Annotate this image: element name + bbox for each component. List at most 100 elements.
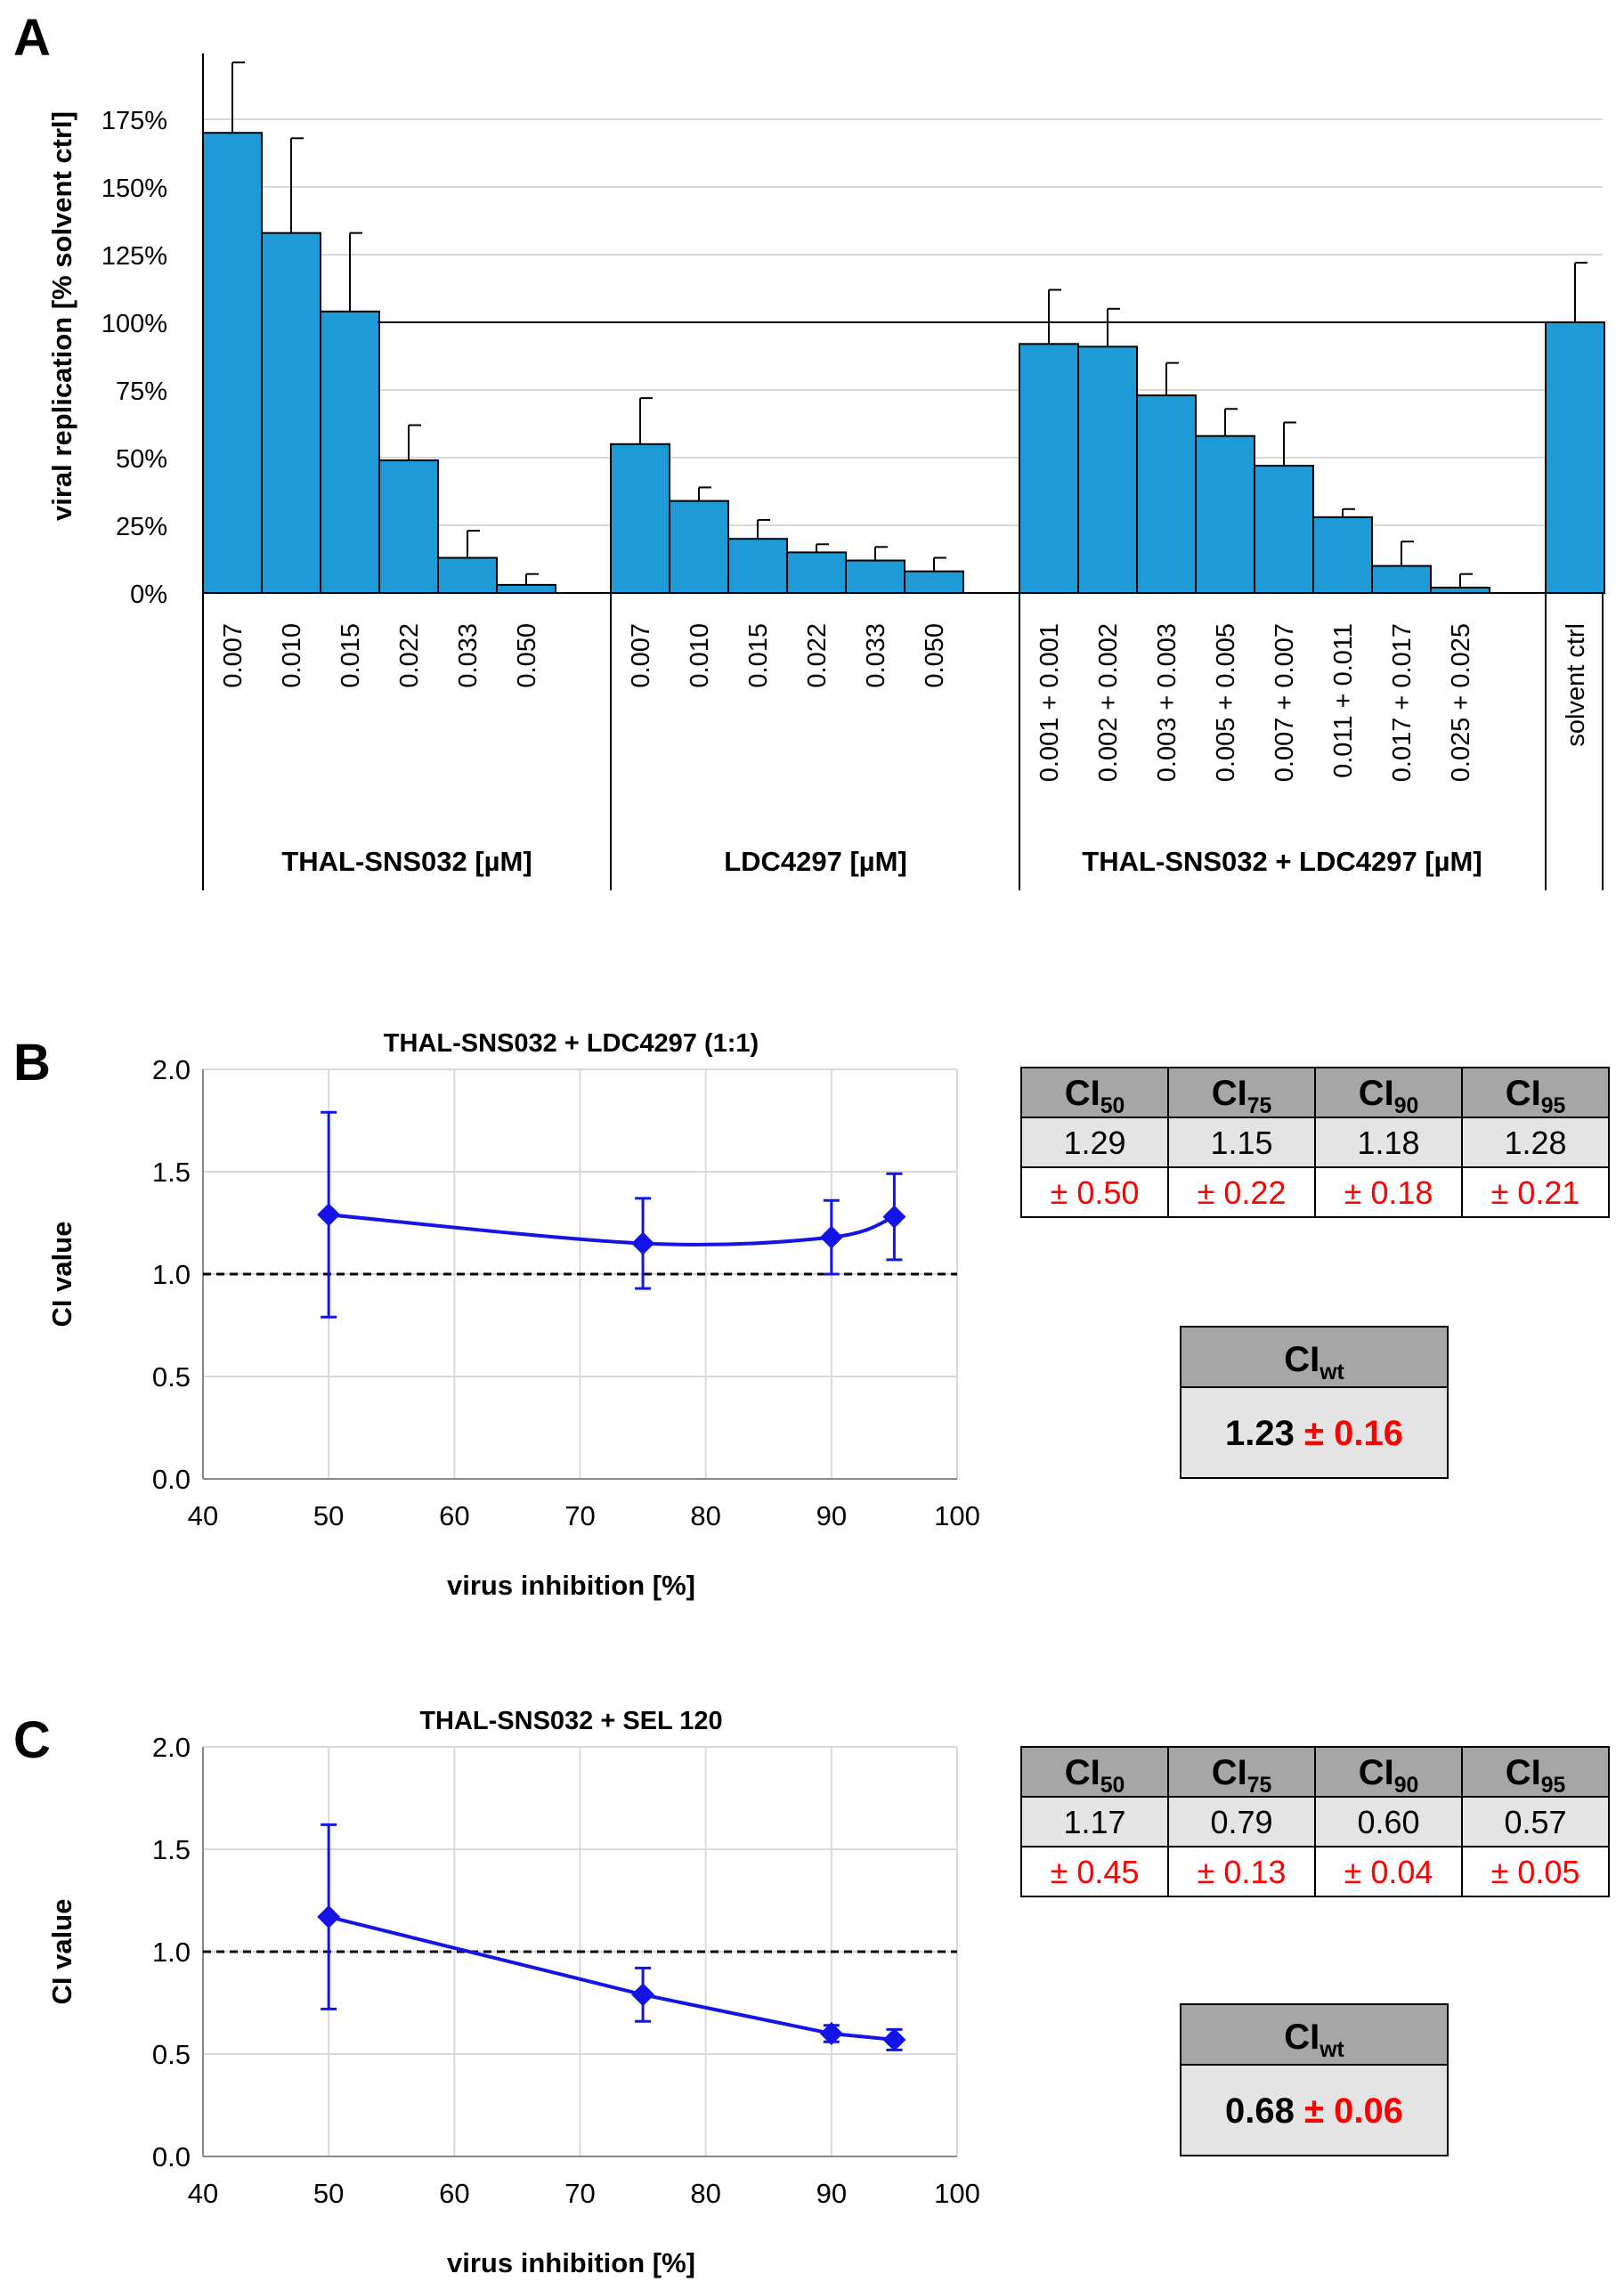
x-axis-label: virus inhibition [%] — [447, 1570, 695, 1601]
x-tick-label: 0.002 + 0.002 — [1094, 623, 1123, 782]
ci-error-text: ± 0.45 — [1051, 1854, 1140, 1890]
ci-error-cell — [1167, 1846, 1316, 1897]
series-line — [328, 1213, 896, 1247]
group-label: THAL-SNS032 [µM] — [281, 846, 532, 877]
ci-wt-header-cell — [1180, 2003, 1449, 2066]
ci-value-text: 1.28 — [1504, 1125, 1566, 1161]
x-tick-label: 80 — [690, 2178, 720, 2209]
ci-header-cell — [1167, 1067, 1316, 1118]
ci-header-text: CI90 — [1359, 1753, 1419, 1798]
bar — [1019, 343, 1079, 594]
data-point-marker — [317, 1203, 341, 1227]
x-tick-label: 0.022 — [395, 623, 424, 688]
y-tick-label: 0.5 — [152, 2039, 191, 2070]
bar — [1254, 465, 1314, 594]
ci-header-cell — [1167, 1746, 1316, 1798]
x-tick-label: 40 — [188, 2178, 218, 2209]
y-tick-label: 1.0 — [152, 1937, 191, 1968]
y-tick-label: 125% — [102, 242, 167, 271]
ci-header-text: CI95 — [1506, 1074, 1566, 1118]
ci-wt-header-text: CIwt — [1284, 1340, 1344, 1385]
ci-wt-error: ± 0.06 — [1304, 2091, 1403, 2131]
ci-value-text: 1.18 — [1357, 1125, 1419, 1161]
bar — [1195, 434, 1255, 594]
y-tick-label: 1.5 — [152, 1157, 191, 1188]
y-tick-label: 0.0 — [152, 1464, 191, 1495]
ci-wt-value: 0.68 — [1225, 2091, 1304, 2131]
x-tick-label: 0.050 — [921, 623, 949, 688]
bar — [261, 231, 321, 594]
x-axis-label: virus inhibition [%] — [447, 2247, 695, 2278]
ci-error-text: ± 0.05 — [1491, 1854, 1580, 1890]
ci-value-text: 0.79 — [1210, 1804, 1272, 1840]
y-tick-label: 1.5 — [152, 1834, 191, 1865]
ci-header-subscript: wt — [1319, 1360, 1344, 1385]
x-tick-label: 100 — [934, 2178, 980, 2209]
ci-value-cell — [1167, 1796, 1316, 1848]
ci-wt-error: ± 0.16 — [1304, 1414, 1403, 1453]
ci-header-base: CI — [1359, 1074, 1394, 1113]
ci-header-subscript: 90 — [1394, 1774, 1419, 1798]
panel-label: B — [13, 1034, 51, 1092]
ci-wt-value-cell — [1180, 2064, 1449, 2156]
bar — [904, 570, 964, 594]
ci-header-base: CI — [1284, 1340, 1320, 1379]
y-tick-label: 175% — [102, 107, 167, 135]
ci-error-text: ± 0.22 — [1198, 1174, 1287, 1211]
ci-error-text: ± 0.04 — [1344, 1854, 1433, 1890]
x-tick-label: 100 — [934, 1500, 980, 1531]
x-tick-label: 70 — [564, 2178, 595, 2209]
panel-label: C — [13, 1711, 51, 1769]
ci-header-text: CI75 — [1212, 1074, 1272, 1118]
bar — [727, 538, 788, 595]
ci-header-base: CI — [1506, 1753, 1541, 1792]
ci-wt-value-cell — [1180, 1386, 1449, 1479]
panel-a-bar-chart: A 0% 25% 50% 75% 100% 125% 150% 175% viral replic… — [13, 9, 1605, 890]
group-label: THAL-SNS032 + LDC4297 [µM] — [1082, 846, 1482, 877]
ci-header-text: CI95 — [1506, 1753, 1566, 1798]
ci-header-subscript: 95 — [1541, 1774, 1566, 1798]
ci-header-text: CI75 — [1212, 1753, 1272, 1798]
ci-error-text: ± 0.13 — [1198, 1854, 1287, 1890]
bar — [437, 556, 498, 594]
group-label: LDC4297 [µM] — [724, 846, 907, 877]
x-tick-label: 90 — [816, 1500, 847, 1531]
bar — [1312, 516, 1373, 595]
y-tick-label: 75% — [116, 378, 167, 406]
ci-header-subscript: 50 — [1100, 1774, 1125, 1798]
ci-header-cell — [1020, 1067, 1169, 1118]
x-tick-label: 0.007 — [219, 623, 248, 688]
x-tick-label: 50 — [313, 1500, 344, 1531]
ci-header-text: CI50 — [1065, 1074, 1125, 1118]
x-tick-label: 0.015 — [744, 623, 773, 688]
ci-header-subscript: 75 — [1247, 1774, 1272, 1798]
panel-b-line-chart: B THAL-SNS032 + LDC4297 (1:1) 40 50 60 70 80 90… — [13, 1029, 980, 1601]
bar — [1077, 345, 1138, 594]
ci-error-text: ± 0.18 — [1344, 1174, 1433, 1211]
x-tick-label: 0.011 + 0.011 — [1329, 623, 1358, 778]
x-tick-label: 0.025 + 0.025 — [1447, 623, 1475, 782]
ci-header-cell — [1020, 1746, 1169, 1798]
ci-error-cell — [1461, 1846, 1610, 1897]
ci-wt-value: 1.23 — [1225, 1414, 1304, 1453]
y-tick-label: 2.0 — [152, 1732, 191, 1763]
ci-value-cell — [1461, 1117, 1610, 1168]
ci-value-text: 1.17 — [1063, 1804, 1125, 1840]
x-tick-label: 0.033 — [454, 623, 483, 688]
ci-header-base: CI — [1284, 2018, 1320, 2057]
chart-title: THAL-SNS032 + LDC4297 (1:1) — [384, 1029, 759, 1058]
bar — [202, 132, 263, 594]
ci-error-text: ± 0.50 — [1051, 1174, 1140, 1211]
ci-value-cell — [1020, 1117, 1169, 1168]
x-tick-label: solvent ctrl — [1562, 623, 1590, 747]
chart-title: THAL-SNS032 + SEL 120 — [419, 1707, 722, 1735]
ci-error-cell — [1314, 1166, 1463, 1218]
bar — [1545, 321, 1605, 594]
panel-c-line-chart: C THAL-SNS032 + SEL 120 40 50 60 70 80 90 100 0.0… — [13, 1707, 980, 2278]
ci-error-cell — [1020, 1166, 1169, 1218]
ci-header-text: CI50 — [1065, 1753, 1125, 1798]
ci-error-cell — [1461, 1166, 1610, 1218]
data-point-marker — [631, 1983, 655, 2007]
